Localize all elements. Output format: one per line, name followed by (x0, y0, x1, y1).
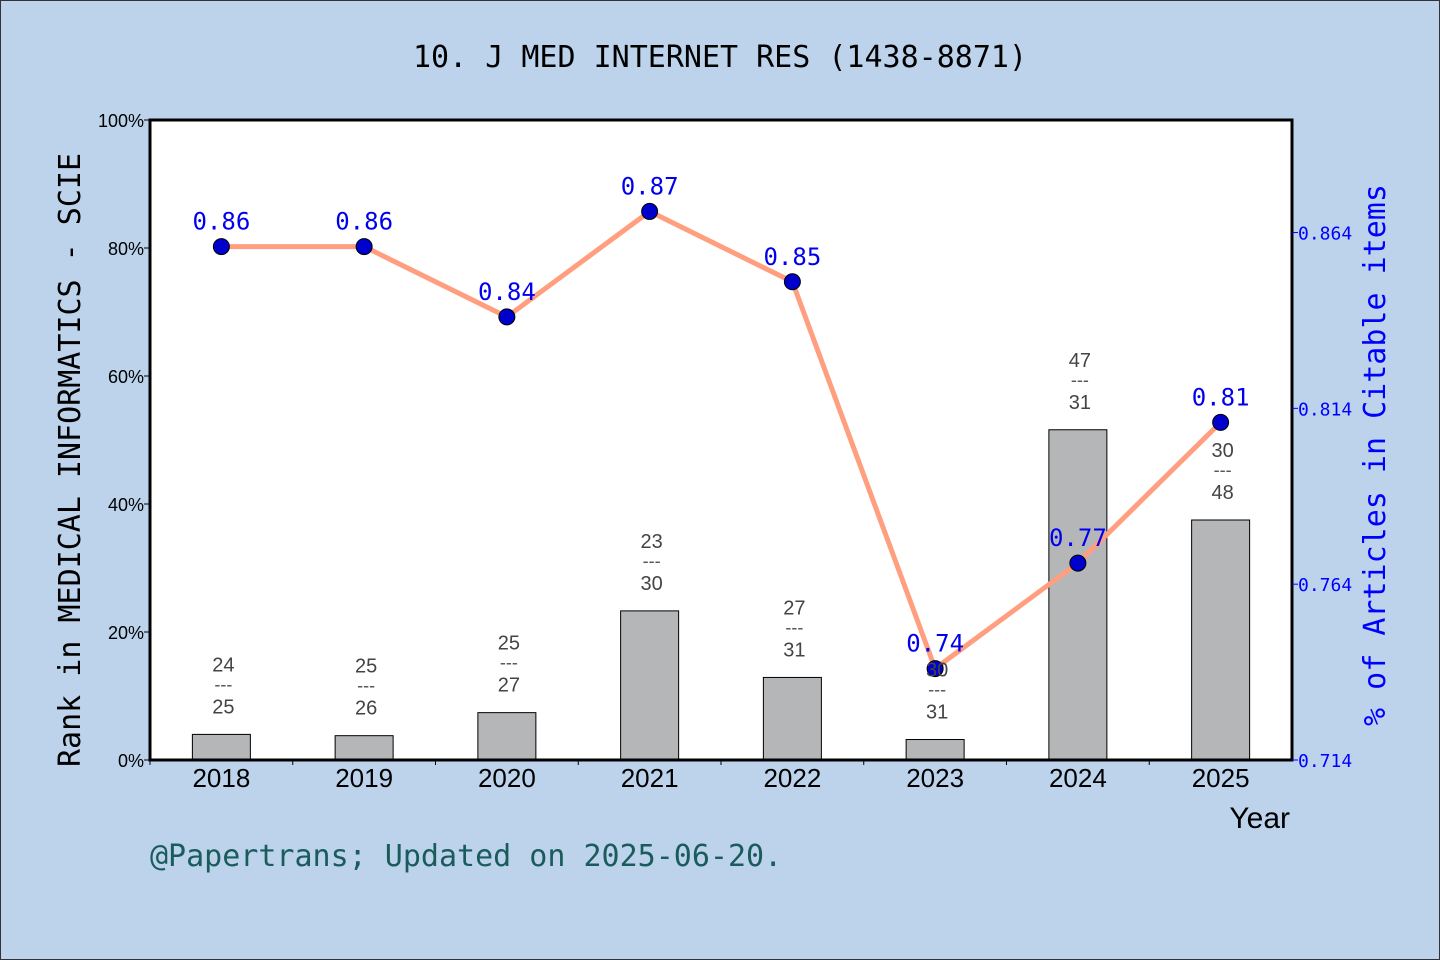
line-data-label: 0.85 (763, 243, 821, 271)
x-tick-label: 2021 (621, 763, 679, 793)
y-left-tick-label: 20% (108, 623, 144, 643)
x-tick-label: 2019 (335, 763, 393, 793)
bar-label-sep: --- (1214, 460, 1232, 480)
line-series (221, 208, 1223, 672)
line-point (498, 308, 516, 326)
bar-label-rank: 25 (498, 633, 520, 655)
bar-rank-label: 24--- 25 (212, 654, 234, 718)
x-tick-label: 2018 (192, 763, 250, 793)
x-axis-label: Year (1229, 802, 1290, 835)
bar-label-rank: 27 (783, 597, 805, 619)
line-point (355, 238, 373, 256)
bar (191, 733, 251, 761)
bar-label-total: 31 (926, 702, 948, 724)
bar-rank-label: 30--- 48 (1212, 440, 1234, 504)
bar (1048, 429, 1108, 761)
line-data-label: 0.77 (1049, 524, 1107, 552)
x-tick-label: 2023 (906, 763, 964, 793)
bar-label-total: 31 (783, 639, 805, 661)
line-point (1069, 554, 1087, 572)
y-left-tick-label: 60% (108, 367, 144, 387)
y-left-tick-label: 40% (108, 495, 144, 515)
line-data-label: 0.86 (335, 208, 393, 236)
bar-label-total: 48 (1212, 482, 1234, 504)
bar-label-total: 25 (212, 696, 234, 718)
bar (905, 739, 965, 761)
bar-label-sep: --- (643, 551, 661, 571)
line-data-label: 0.86 (192, 208, 250, 236)
line-data-label: 0.84 (478, 278, 536, 306)
footer-note: @Papertrans; Updated on 2025-06-20. (150, 839, 782, 874)
bar (334, 735, 394, 761)
bar-label-sep: --- (1071, 370, 1089, 390)
line-point (641, 202, 659, 220)
bar-label-rank: 25 (355, 656, 377, 678)
x-tick-label: 2024 (1049, 763, 1107, 793)
bar-label-sep: --- (500, 653, 518, 673)
bar (620, 610, 680, 761)
bar-label-rank: 24 (212, 654, 234, 676)
x-tick-label: 2025 (1192, 763, 1250, 793)
bar (1191, 519, 1251, 761)
line-point (1212, 413, 1230, 431)
bar-rank-label: 27--- 31 (783, 597, 805, 661)
y-right-tick-label: 0.864 (1298, 224, 1352, 245)
line-data-label: 0.87 (621, 172, 679, 200)
line-data-label: 0.74 (906, 630, 964, 658)
bar (762, 676, 822, 761)
bar-label-total: 30 (641, 573, 663, 595)
y-right-tick-label: 0.814 (1298, 399, 1352, 420)
y-right-tick-label: 0.714 (1298, 751, 1352, 772)
bar-rank-label: 47--- 31 (1069, 350, 1091, 414)
bar (477, 712, 537, 761)
plot-area (150, 120, 1292, 760)
x-tick-label: 2022 (763, 763, 821, 793)
y-axis-right-label: % of Articles in Citable items (1358, 184, 1393, 726)
bar-label-total: 31 (1069, 392, 1091, 414)
bar-label-sep: --- (214, 674, 232, 694)
bar-label-sep: --- (785, 617, 803, 637)
line-point (212, 238, 230, 256)
bar-label-total: 26 (355, 698, 377, 720)
y-left-tick-label: 100% (98, 111, 144, 131)
bar-rank-label: 25--- 26 (355, 656, 377, 720)
bar-label-rank: 47 (1069, 350, 1091, 372)
bar-label-sep: --- (357, 676, 375, 696)
bar-label-rank: 30 (1212, 440, 1234, 462)
y-axis-left-label: Rank in MEDICAL INFORMATICS - SCIE (53, 153, 88, 767)
chart-title: 10. J MED INTERNET RES (1438-8871) (413, 40, 1027, 75)
bar-rank-label: 30--- 31 (926, 660, 948, 724)
x-tick-label: 2020 (478, 763, 536, 793)
bar-label-total: 27 (498, 675, 520, 697)
line-point (926, 660, 944, 678)
line-data-label: 0.81 (1192, 383, 1250, 411)
line-point (783, 273, 801, 291)
y-left-tick-label: 80% (108, 239, 144, 259)
y-right-tick-label: 0.764 (1298, 575, 1352, 596)
bar-rank-label: 23--- 30 (641, 531, 663, 595)
bar-label-sep: --- (928, 680, 946, 700)
bar-rank-label: 25--- 27 (498, 633, 520, 697)
bar-label-rank: 23 (641, 531, 663, 553)
y-left-tick-label: 0% (118, 751, 144, 771)
bar-label-rank: 30 (926, 660, 948, 682)
